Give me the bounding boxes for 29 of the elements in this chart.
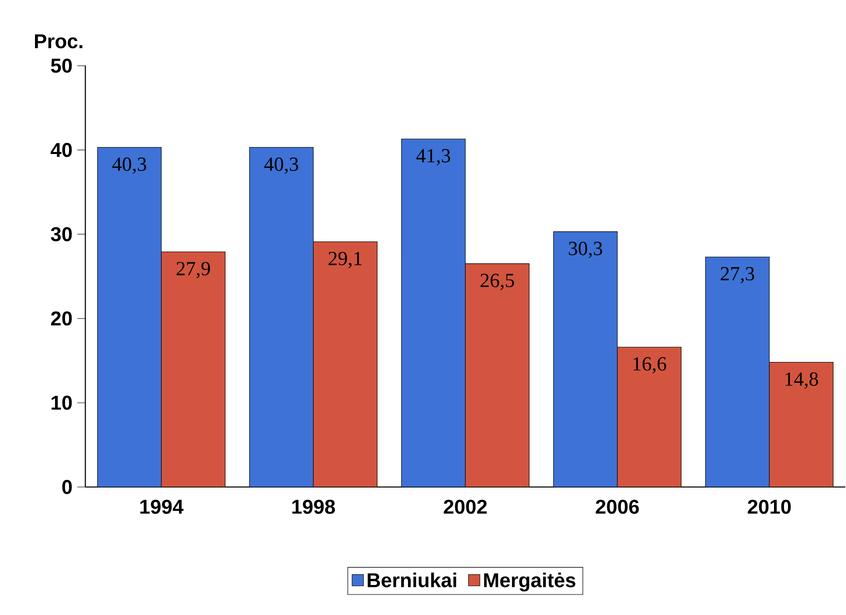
legend-label: Mergaitės [484, 572, 576, 592]
data-label: 14,8 [786, 372, 818, 389]
bar [553, 231, 618, 488]
bar [705, 256, 770, 488]
bar [97, 147, 162, 488]
data-label: 27,3 [720, 267, 754, 284]
data-label: 40,3 [112, 157, 146, 174]
y-tick-label: 20 [51, 311, 72, 326]
data-label: 29,1 [328, 252, 362, 268]
y-tick-label: 50 [50, 58, 72, 73]
x-tick-label: 1994 [140, 500, 184, 514]
x-tick-label: 2006 [596, 500, 639, 514]
x-tick-label: 1998 [292, 500, 335, 514]
bar [249, 147, 314, 488]
data-label: 16,6 [634, 357, 666, 374]
y-tick-label: 30 [50, 227, 72, 242]
bar [401, 138, 466, 488]
data-label: 40,3 [264, 157, 298, 174]
data-label: 27,9 [176, 262, 210, 278]
x-tick-label: 2002 [444, 500, 487, 514]
data-label: 41,3 [416, 149, 450, 166]
y-tick-label: 40 [50, 142, 72, 158]
data-label: 30,3 [568, 242, 602, 258]
legend-label: Berniukai [368, 572, 456, 588]
y-axis-title: Proc. [34, 34, 82, 48]
x-tick-label: 2010 [748, 500, 791, 514]
y-tick-label: 0 [62, 480, 72, 494]
y-tick-label: 10 [52, 396, 72, 410]
data-label: 26,5 [480, 274, 514, 290]
